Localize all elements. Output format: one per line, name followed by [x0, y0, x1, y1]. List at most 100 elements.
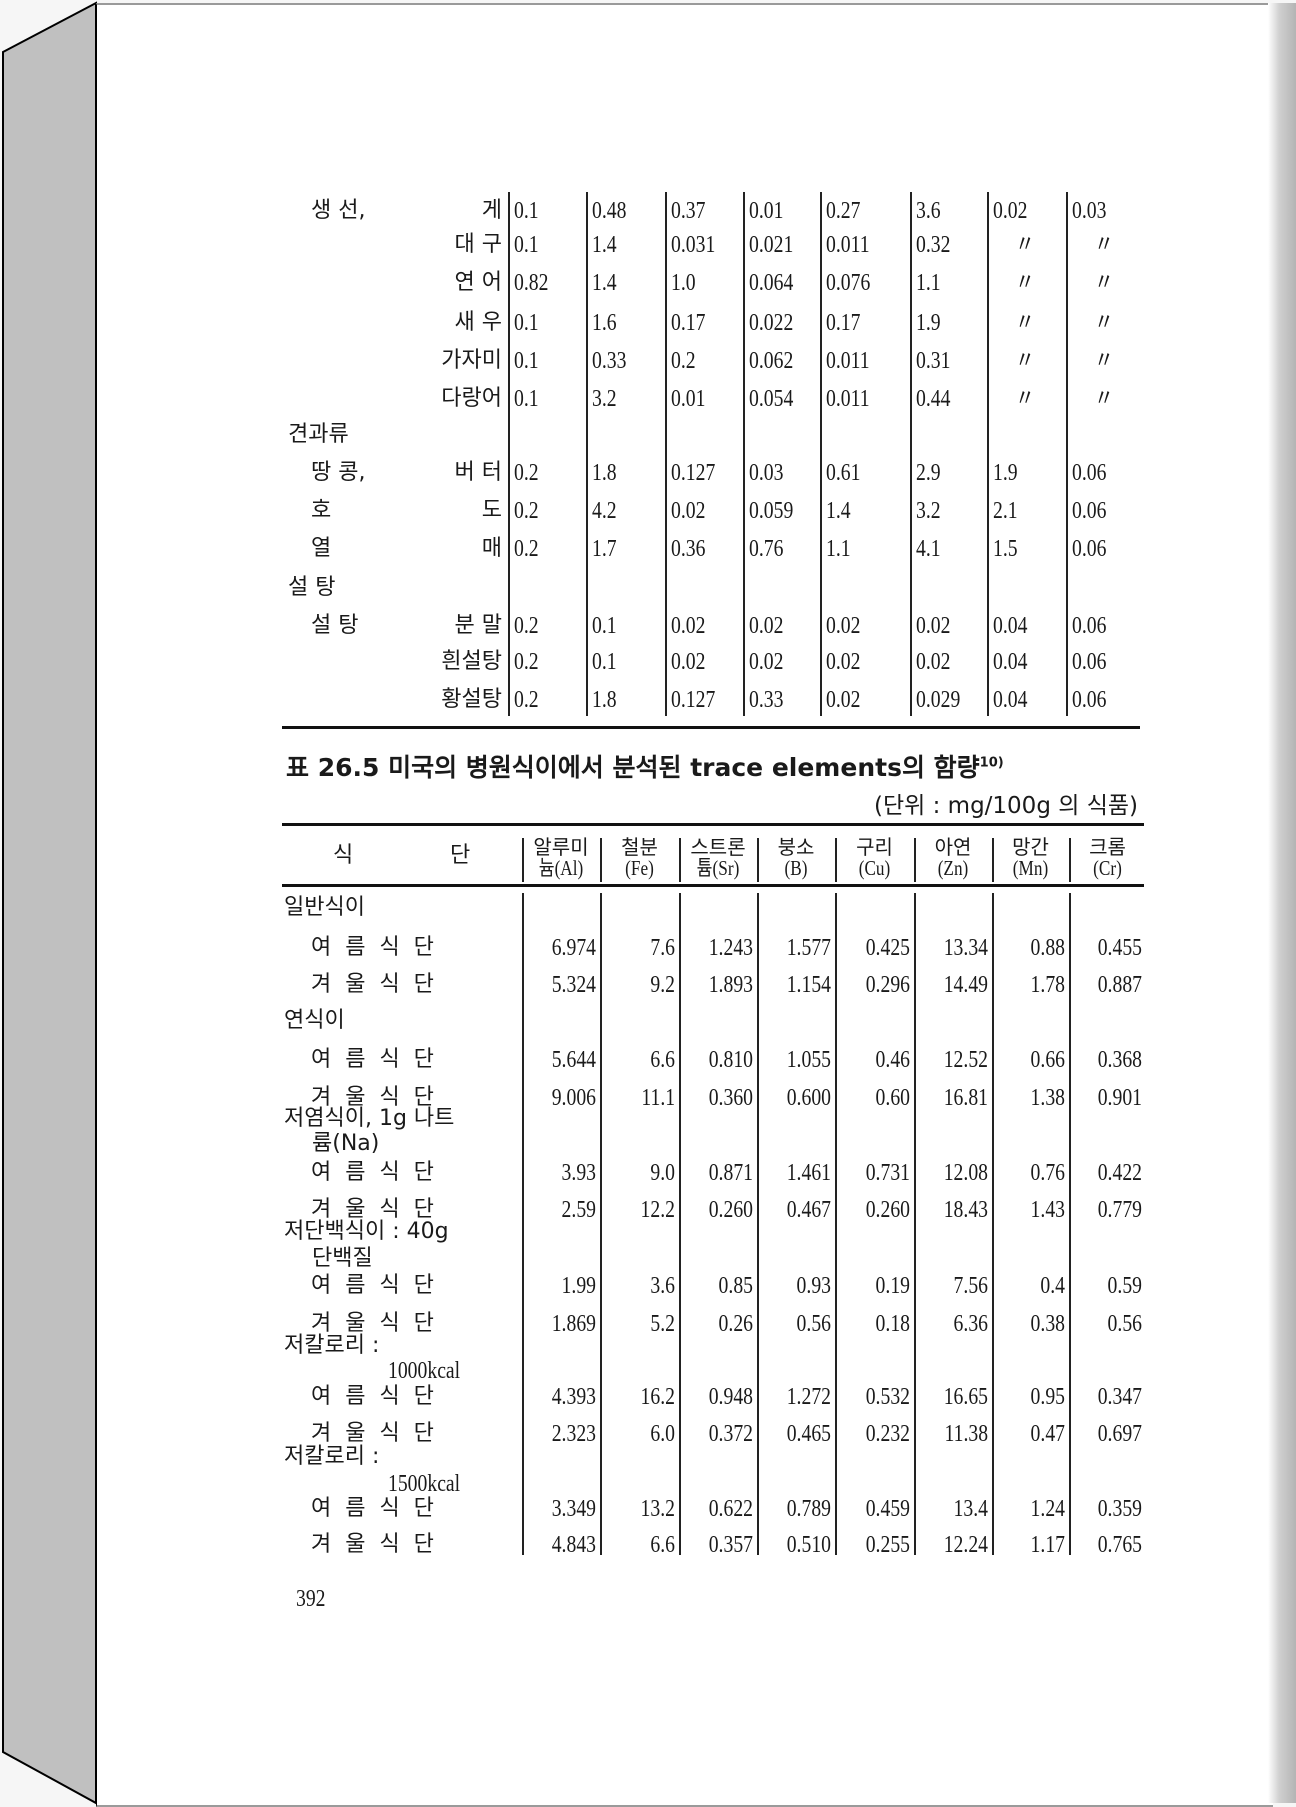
- top-table-cell: 0.04: [993, 613, 1028, 639]
- top-table-cell: 0.01: [749, 198, 784, 224]
- top-table-group-label: 생 선,: [311, 198, 366, 223]
- top-table-ditto-mark: 〃: [1015, 386, 1035, 412]
- top-table-column-divider: [910, 192, 912, 716]
- bottom-table-cell: 16.81: [943, 1085, 988, 1111]
- bottom-table-cell: 0.18: [875, 1311, 910, 1337]
- top-table-cell: 1.1: [916, 270, 941, 296]
- top-table-cell: 1.4: [592, 270, 617, 296]
- bottom-table-cell: 1.869: [551, 1311, 596, 1337]
- top-table-item-label: 분 말: [454, 613, 502, 638]
- bottom-table-cell: 1.461: [786, 1160, 831, 1186]
- bottom-table-item-label: 여 름 식 단: [311, 1273, 434, 1298]
- top-table-column-divider: [743, 192, 745, 716]
- bottom-table-cell: 1.38: [1030, 1085, 1065, 1111]
- bottom-table-cell: 0.455: [1097, 935, 1142, 961]
- bottom-table-header-divider: [600, 838, 602, 882]
- top-table-column-divider: [987, 192, 989, 716]
- top-table-ditto-mark: 〃: [1015, 310, 1035, 336]
- table-title-text: 표 26.5 미국의 병원식이에서 분석된 trace elements의 함량: [286, 753, 980, 782]
- top-table-cell: 0.02: [749, 649, 784, 675]
- bottom-table-cell: 0.255: [865, 1532, 910, 1558]
- bottom-table-category-heading: 저염식이, 1g 나트: [284, 1106, 455, 1131]
- header-bottom-rule: [282, 884, 1144, 887]
- bottom-table-cell: 0.60: [875, 1085, 910, 1111]
- bottom-table-cell: 0.731: [865, 1160, 910, 1186]
- top-table-ditto-mark: 〃: [1015, 232, 1035, 258]
- top-table-cell: 0.02: [916, 649, 951, 675]
- bottom-table-category-heading-continued: 단백질: [312, 1246, 373, 1271]
- column-header-7-line1: 크롬: [1089, 835, 1126, 859]
- bottom-table-cell: 2.323: [551, 1421, 596, 1447]
- top-table-cell: 0.37: [671, 198, 706, 224]
- bottom-table-cell: 7.6: [650, 935, 675, 961]
- top-table-cell: 0.33: [749, 687, 784, 713]
- bottom-table-cell: 0.600: [786, 1085, 831, 1111]
- bottom-table-item-label: 겨 울 식 단: [311, 1311, 434, 1336]
- bottom-table-item-label: 겨 울 식 단: [311, 1197, 434, 1222]
- bottom-table-cell: 0.459: [865, 1496, 910, 1522]
- column-header-0-line1: 알루미: [533, 835, 589, 859]
- bottom-table-column-divider: [757, 893, 759, 1555]
- top-table-cell: 1.4: [592, 232, 617, 258]
- top-table-cell: 1.4: [826, 498, 851, 524]
- bottom-table-cell: 4.393: [551, 1384, 596, 1410]
- bottom-table-cell: 1.893: [708, 972, 753, 998]
- top-table-cell: 0.06: [1072, 460, 1107, 486]
- bottom-table-cell: 12.2: [640, 1197, 675, 1223]
- top-table-cell: 0.17: [826, 310, 861, 336]
- top-table-cell: 0.1: [514, 198, 539, 224]
- bottom-table-cell: 0.76: [1030, 1160, 1065, 1186]
- top-table-cell: 0.2: [514, 649, 539, 675]
- column-header-1-line1: 철분: [621, 835, 658, 859]
- bottom-table-category-subheading: 1000kcal: [388, 1358, 461, 1384]
- top-table-cell: 0.48: [592, 198, 627, 224]
- top-table-cell: 0.1: [514, 310, 539, 336]
- top-table-group-label: 설 탕: [311, 613, 359, 638]
- bottom-table-cell: 0.38: [1030, 1311, 1065, 1337]
- top-table-cell: 2.1: [993, 498, 1018, 524]
- bottom-table-cell: 1.78: [1030, 972, 1065, 998]
- bottom-table-cell: 0.422: [1097, 1160, 1142, 1186]
- bottom-table-cell: 14.49: [943, 972, 988, 998]
- bottom-table-cell: 0.532: [865, 1384, 910, 1410]
- top-table-cell: 0.064: [749, 270, 794, 296]
- top-table-cell: 0.02: [749, 613, 784, 639]
- bottom-table-cell: 9.0: [650, 1160, 675, 1186]
- column-header-3-line2: (B): [784, 856, 808, 880]
- column-header-3-line1: 붕소: [777, 835, 815, 859]
- bottom-table-cell: 1.154: [786, 972, 831, 998]
- bottom-table-column-divider: [600, 893, 602, 1555]
- top-table-cell: 0.029: [916, 687, 961, 713]
- top-table-bottom-rule: [282, 726, 1140, 729]
- bottom-table-cell: 0.948: [708, 1384, 753, 1410]
- bottom-table-cell: 0.810: [708, 1047, 753, 1073]
- top-table-item-label: 도: [481, 498, 502, 523]
- bottom-table-cell: 0.232: [865, 1421, 910, 1447]
- top-table-item-label: 가자미: [441, 348, 502, 373]
- top-table-cell: 0.076: [826, 270, 871, 296]
- top-table-cell: 1.7: [592, 536, 617, 562]
- bottom-table-cell: 0.789: [786, 1496, 831, 1522]
- bottom-table-cell: 5.324: [551, 972, 596, 998]
- top-table-cell: 0.82: [514, 270, 549, 296]
- top-table-cell: 0.33: [592, 348, 627, 374]
- bottom-table-cell: 9.006: [551, 1085, 596, 1111]
- bottom-table-category-heading: 저단백식이 : 40g: [284, 1219, 449, 1244]
- table-title: 표 26.5 미국의 병원식이에서 분석된 trace elements의 함량…: [286, 748, 1004, 784]
- top-table-column-divider: [586, 192, 588, 716]
- bottom-table-item-label: 여 름 식 단: [311, 1047, 434, 1072]
- bottom-table-cell: 6.6: [650, 1047, 675, 1073]
- top-table-cell: 0.011: [826, 386, 870, 412]
- top-table-cell: 3.2: [916, 498, 941, 524]
- top-table-column-divider: [508, 192, 510, 716]
- top-table-category-heading: 견과류: [288, 422, 349, 447]
- bottom-table-cell: 0.260: [708, 1197, 753, 1223]
- bottom-table-cell: 0.26: [718, 1311, 753, 1337]
- row-header-dan: 단: [450, 843, 471, 868]
- top-table-cell: 1.1: [826, 536, 851, 562]
- top-table-cell: 0.1: [592, 613, 617, 639]
- bottom-table-cell: 12.24: [943, 1532, 988, 1558]
- top-table-cell: 0.01: [671, 386, 706, 412]
- bottom-table-cell: 0.697: [1097, 1421, 1142, 1447]
- bottom-table-column-divider: [1069, 893, 1071, 1555]
